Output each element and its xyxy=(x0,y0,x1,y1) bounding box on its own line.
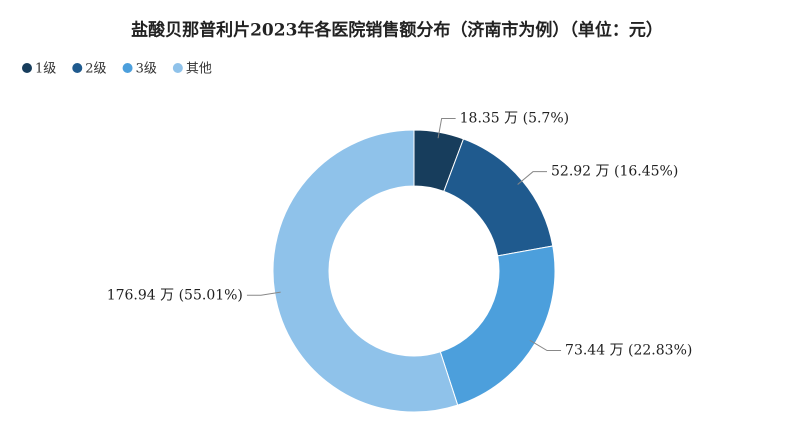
legend-label: 3级 xyxy=(136,62,157,77)
value-label: 18.35 万 (5.7%) xyxy=(460,110,569,126)
legend-label: 其他 xyxy=(186,62,212,77)
value-label: 176.94 万 (55.01%) xyxy=(107,287,243,303)
leader-line xyxy=(529,339,562,352)
donut-segment xyxy=(439,245,556,406)
legend-swatch xyxy=(172,63,183,73)
leader-line xyxy=(517,171,548,185)
legend-swatch xyxy=(72,63,83,73)
value-label: 73.44 万 (22.83%) xyxy=(565,343,692,359)
legend-label: 1级 xyxy=(35,62,56,77)
legend-label: 2级 xyxy=(85,62,106,77)
donut-segment xyxy=(443,138,554,257)
donut-segment xyxy=(272,129,459,413)
leader-line xyxy=(437,117,456,139)
leader-line xyxy=(246,291,281,296)
legend-swatch xyxy=(22,63,32,73)
chart-title: 盐酸贝那普利片2023年各医院销售额分布（济南市为例）（单位：元） xyxy=(131,20,663,41)
value-label: 52.92 万 (16.45%) xyxy=(551,164,678,180)
legend-swatch xyxy=(122,63,133,73)
